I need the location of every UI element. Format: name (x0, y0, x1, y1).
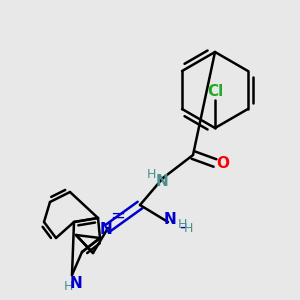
Text: N: N (164, 212, 176, 227)
Text: H: H (146, 167, 156, 181)
Text: N: N (156, 173, 168, 188)
Text: N: N (100, 221, 112, 236)
Text: O: O (217, 155, 230, 170)
Text: H: H (183, 221, 193, 235)
Text: H: H (177, 218, 187, 230)
Text: H: H (63, 280, 73, 293)
Text: =: = (110, 207, 125, 225)
Text: -: - (179, 218, 185, 236)
Text: Cl: Cl (207, 85, 223, 100)
Text: N: N (70, 275, 83, 290)
